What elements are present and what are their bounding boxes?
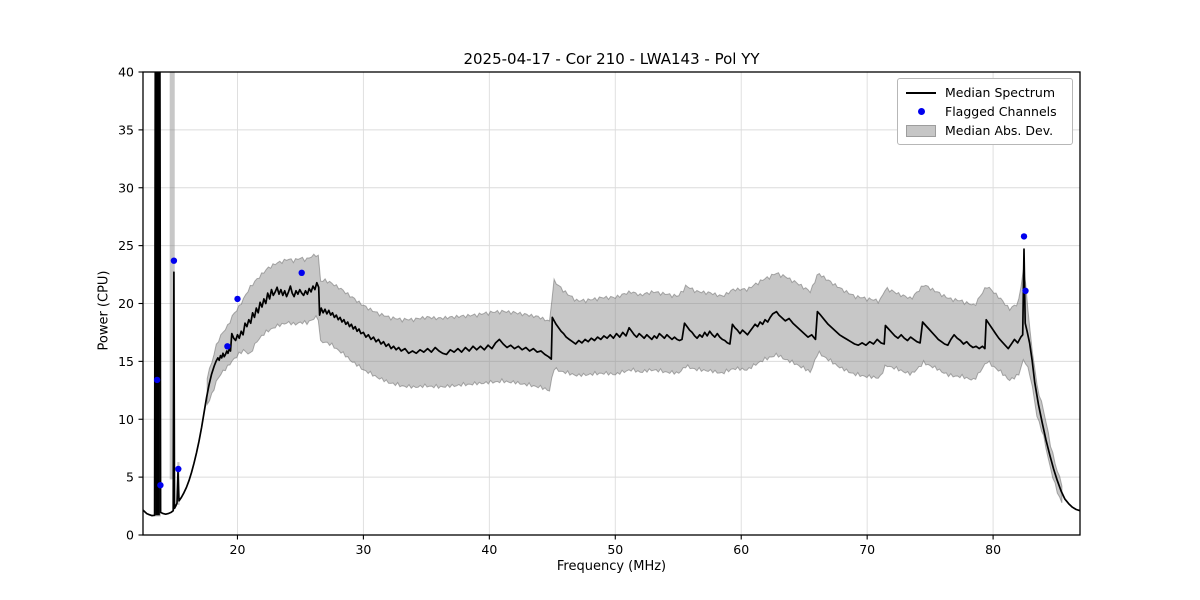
tick-labels: 20 30 40 50 60 70 80 0 5 10 15 20 25 30 35 40 (118, 65, 1001, 558)
flagged-channel-dot (153, 376, 161, 384)
mad-band (206, 253, 1063, 503)
y-tick-label: 5 (126, 470, 134, 485)
flagged-channel-dot (1022, 287, 1029, 294)
legend-item-median-spectrum: Median Spectrum (906, 84, 1064, 102)
x-tick-label: 50 (607, 542, 623, 557)
y-tick-label: 30 (118, 180, 134, 195)
flagged-channels-dot-icon (906, 108, 936, 115)
legend-label-flagged-channels: Flagged Channels (945, 104, 1057, 119)
median-abs-dev-patch-icon (906, 124, 936, 137)
x-tick-label: 60 (733, 542, 749, 557)
x-tick-label: 30 (355, 542, 371, 557)
flagged-channel-dot (298, 269, 305, 276)
median-spectrum-line (143, 72, 1080, 517)
y-tick-label: 15 (118, 354, 134, 369)
y-tick-label: 35 (118, 122, 134, 137)
gridlines (143, 71, 1080, 536)
legend-label-median-abs-dev: Median Abs. Dev. (945, 123, 1054, 138)
y-axis-label: Power (CPU) (96, 270, 112, 351)
median-spectrum-line-icon (906, 91, 936, 94)
y-tick-label: 20 (118, 296, 134, 311)
y-tick-label: 10 (118, 412, 134, 427)
legend: Median Spectrum Flagged Channels Median … (897, 78, 1073, 145)
spectrum-spike-block (155, 72, 160, 516)
axis-ticks (138, 71, 994, 540)
legend-item-flagged-channels: Flagged Channels (906, 103, 1064, 121)
x-tick-label: 20 (230, 542, 246, 557)
y-tick-label: 25 (118, 238, 134, 253)
flagged-channel-dot (234, 295, 241, 303)
y-tick-label: 0 (126, 528, 134, 543)
flagged-channel-dot (224, 343, 231, 350)
flagged-channel-dot (170, 257, 178, 264)
chart-title: 2025-04-17 - Cor 210 - LWA143 - Pol YY (463, 50, 760, 68)
x-tick-label: 40 (481, 542, 497, 557)
flagged-channel-dot (157, 482, 164, 489)
x-axis-label: Frequency (MHz) (556, 559, 667, 574)
legend-item-median-abs-dev: Median Abs. Dev. (906, 122, 1064, 140)
y-tick-label: 40 (118, 65, 134, 80)
mad-stripe (169, 72, 175, 480)
legend-label-median-spectrum: Median Spectrum (945, 85, 1056, 100)
x-tick-label: 80 (985, 542, 1001, 557)
flagged-channel-dot (175, 465, 182, 473)
x-tick-label: 70 (859, 542, 875, 557)
flagged-channel-dot (1020, 233, 1028, 240)
